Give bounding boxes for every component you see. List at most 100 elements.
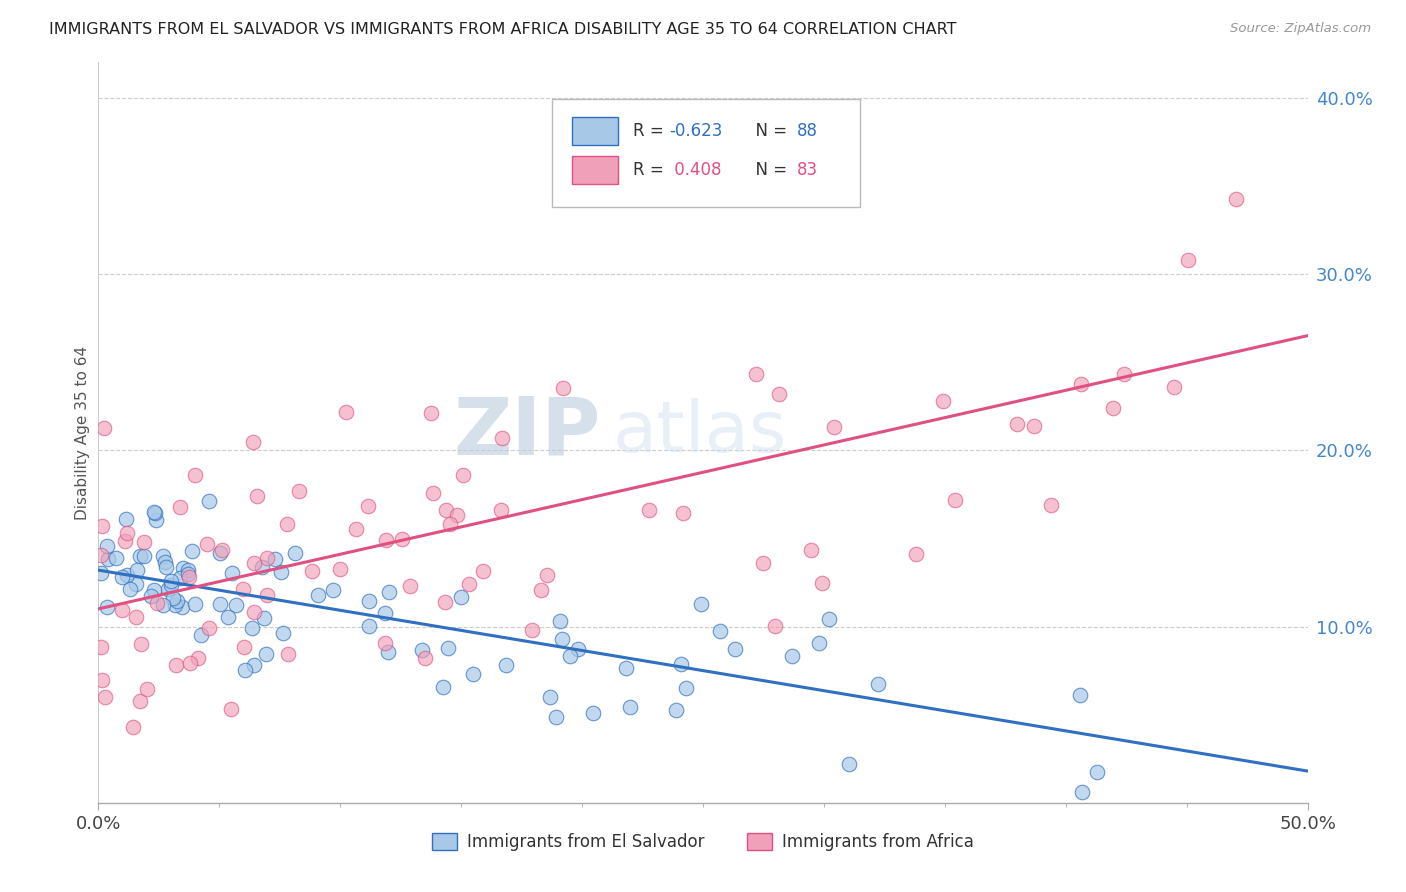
Point: [434, 594, 457, 608]
Point: [768, 387, 790, 401]
Point: [530, 583, 553, 598]
Point: [838, 757, 860, 772]
Point: [264, 551, 287, 566]
Text: R =: R =: [633, 161, 669, 178]
Point: [675, 681, 697, 696]
Point: [242, 435, 264, 450]
Point: [357, 619, 380, 633]
FancyBboxPatch shape: [572, 117, 619, 145]
Point: [567, 642, 589, 657]
Point: [544, 710, 567, 724]
Point: [209, 546, 232, 560]
Point: [256, 551, 278, 566]
Point: [254, 647, 277, 661]
Point: [169, 500, 191, 514]
Point: [183, 467, 205, 482]
Point: [1085, 765, 1108, 780]
Point: [115, 525, 138, 540]
Point: [489, 502, 512, 516]
Point: [451, 467, 474, 482]
Point: [1005, 417, 1028, 431]
Point: [97, 551, 120, 566]
Point: [329, 562, 352, 576]
Text: atlas: atlas: [613, 398, 787, 467]
Point: [399, 578, 422, 592]
Point: [250, 560, 273, 574]
Point: [810, 575, 832, 590]
Point: [344, 522, 367, 536]
Point: [90, 640, 112, 654]
Point: [243, 605, 266, 619]
Point: [139, 589, 162, 603]
Point: [155, 560, 177, 574]
Point: [93, 421, 115, 435]
Point: [472, 564, 495, 578]
Point: [183, 598, 205, 612]
Point: [434, 502, 457, 516]
Point: [436, 641, 458, 656]
Point: [125, 577, 148, 591]
Text: IMMIGRANTS FROM EL SALVADOR VS IMMIGRANTS FROM AFRICA DISABILITY AGE 35 TO 64 CO: IMMIGRANTS FROM EL SALVADOR VS IMMIGRANT…: [49, 22, 956, 37]
Point: [357, 593, 380, 607]
Point: [217, 609, 239, 624]
Point: [152, 598, 174, 612]
Point: [128, 694, 150, 708]
Point: [243, 657, 266, 672]
Point: [169, 571, 191, 585]
Point: [240, 622, 263, 636]
Point: [135, 681, 157, 696]
Point: [1040, 498, 1063, 512]
Point: [413, 650, 436, 665]
Point: [671, 657, 693, 671]
Point: [198, 494, 221, 508]
Point: [94, 690, 117, 704]
Point: [538, 690, 561, 704]
Point: [551, 380, 574, 394]
Point: [190, 628, 212, 642]
Point: [270, 565, 292, 579]
Point: [374, 636, 396, 650]
Point: [166, 594, 188, 608]
Point: [614, 661, 637, 675]
Point: [932, 394, 955, 409]
Point: [132, 535, 155, 549]
Point: [160, 578, 183, 592]
Point: [225, 598, 247, 612]
Point: [335, 405, 357, 419]
Point: [807, 636, 830, 650]
Point: [284, 545, 307, 559]
Point: [1071, 785, 1094, 799]
Point: [411, 643, 433, 657]
Point: [111, 570, 134, 584]
Point: [582, 706, 605, 720]
Point: [162, 591, 184, 605]
Point: [536, 568, 558, 582]
Point: [179, 657, 201, 671]
Point: [143, 505, 166, 519]
Point: [780, 648, 803, 663]
Text: ZIP: ZIP: [453, 393, 600, 472]
Point: [751, 556, 773, 570]
Point: [301, 565, 323, 579]
Point: [163, 598, 186, 612]
Point: [177, 566, 200, 581]
Point: [619, 699, 641, 714]
Point: [378, 585, 401, 599]
Point: [1069, 688, 1091, 702]
Text: 83: 83: [797, 161, 818, 178]
Point: [461, 667, 484, 681]
Point: [187, 650, 209, 665]
Point: [357, 499, 380, 513]
Point: [146, 596, 169, 610]
Point: [1225, 192, 1247, 206]
Point: [374, 606, 396, 620]
Point: [253, 611, 276, 625]
Point: [419, 406, 441, 420]
Point: [287, 483, 309, 498]
Text: 0.408: 0.408: [669, 161, 721, 178]
Point: [276, 516, 298, 531]
Point: [560, 649, 582, 664]
Point: [690, 597, 713, 611]
Point: [672, 506, 695, 520]
Point: [104, 551, 127, 566]
